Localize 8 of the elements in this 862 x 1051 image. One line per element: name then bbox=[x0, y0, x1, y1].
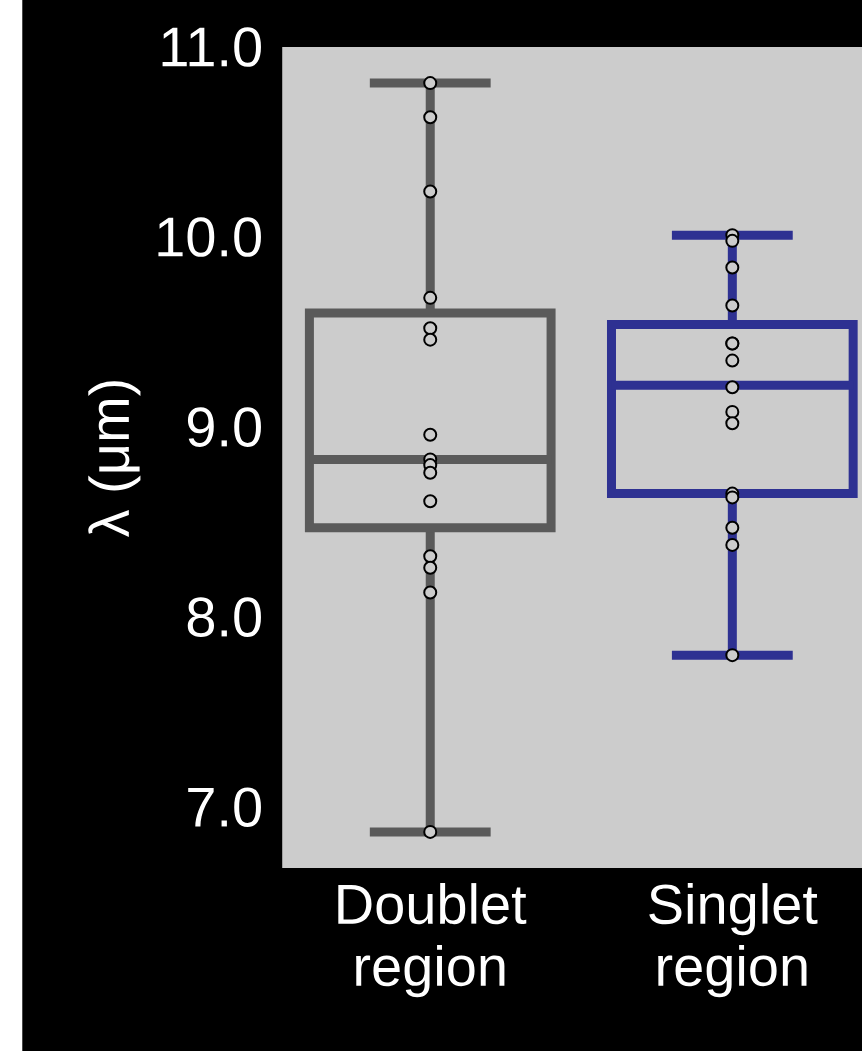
y-tick-label: 7.0 bbox=[188, 787, 261, 827]
y-tick-label: 9.0 bbox=[187, 407, 261, 447]
y-tick-label: 10.0 bbox=[158, 217, 261, 257]
y-tick-label: 11.0 bbox=[162, 27, 261, 67]
x-tick-label: Singlet region bbox=[649, 883, 818, 998]
y-tick-label: 8.0 bbox=[187, 597, 261, 637]
y-axis-title: λ (μm) bbox=[88, 381, 141, 538]
x-tick-label: Doublet region bbox=[338, 883, 527, 998]
